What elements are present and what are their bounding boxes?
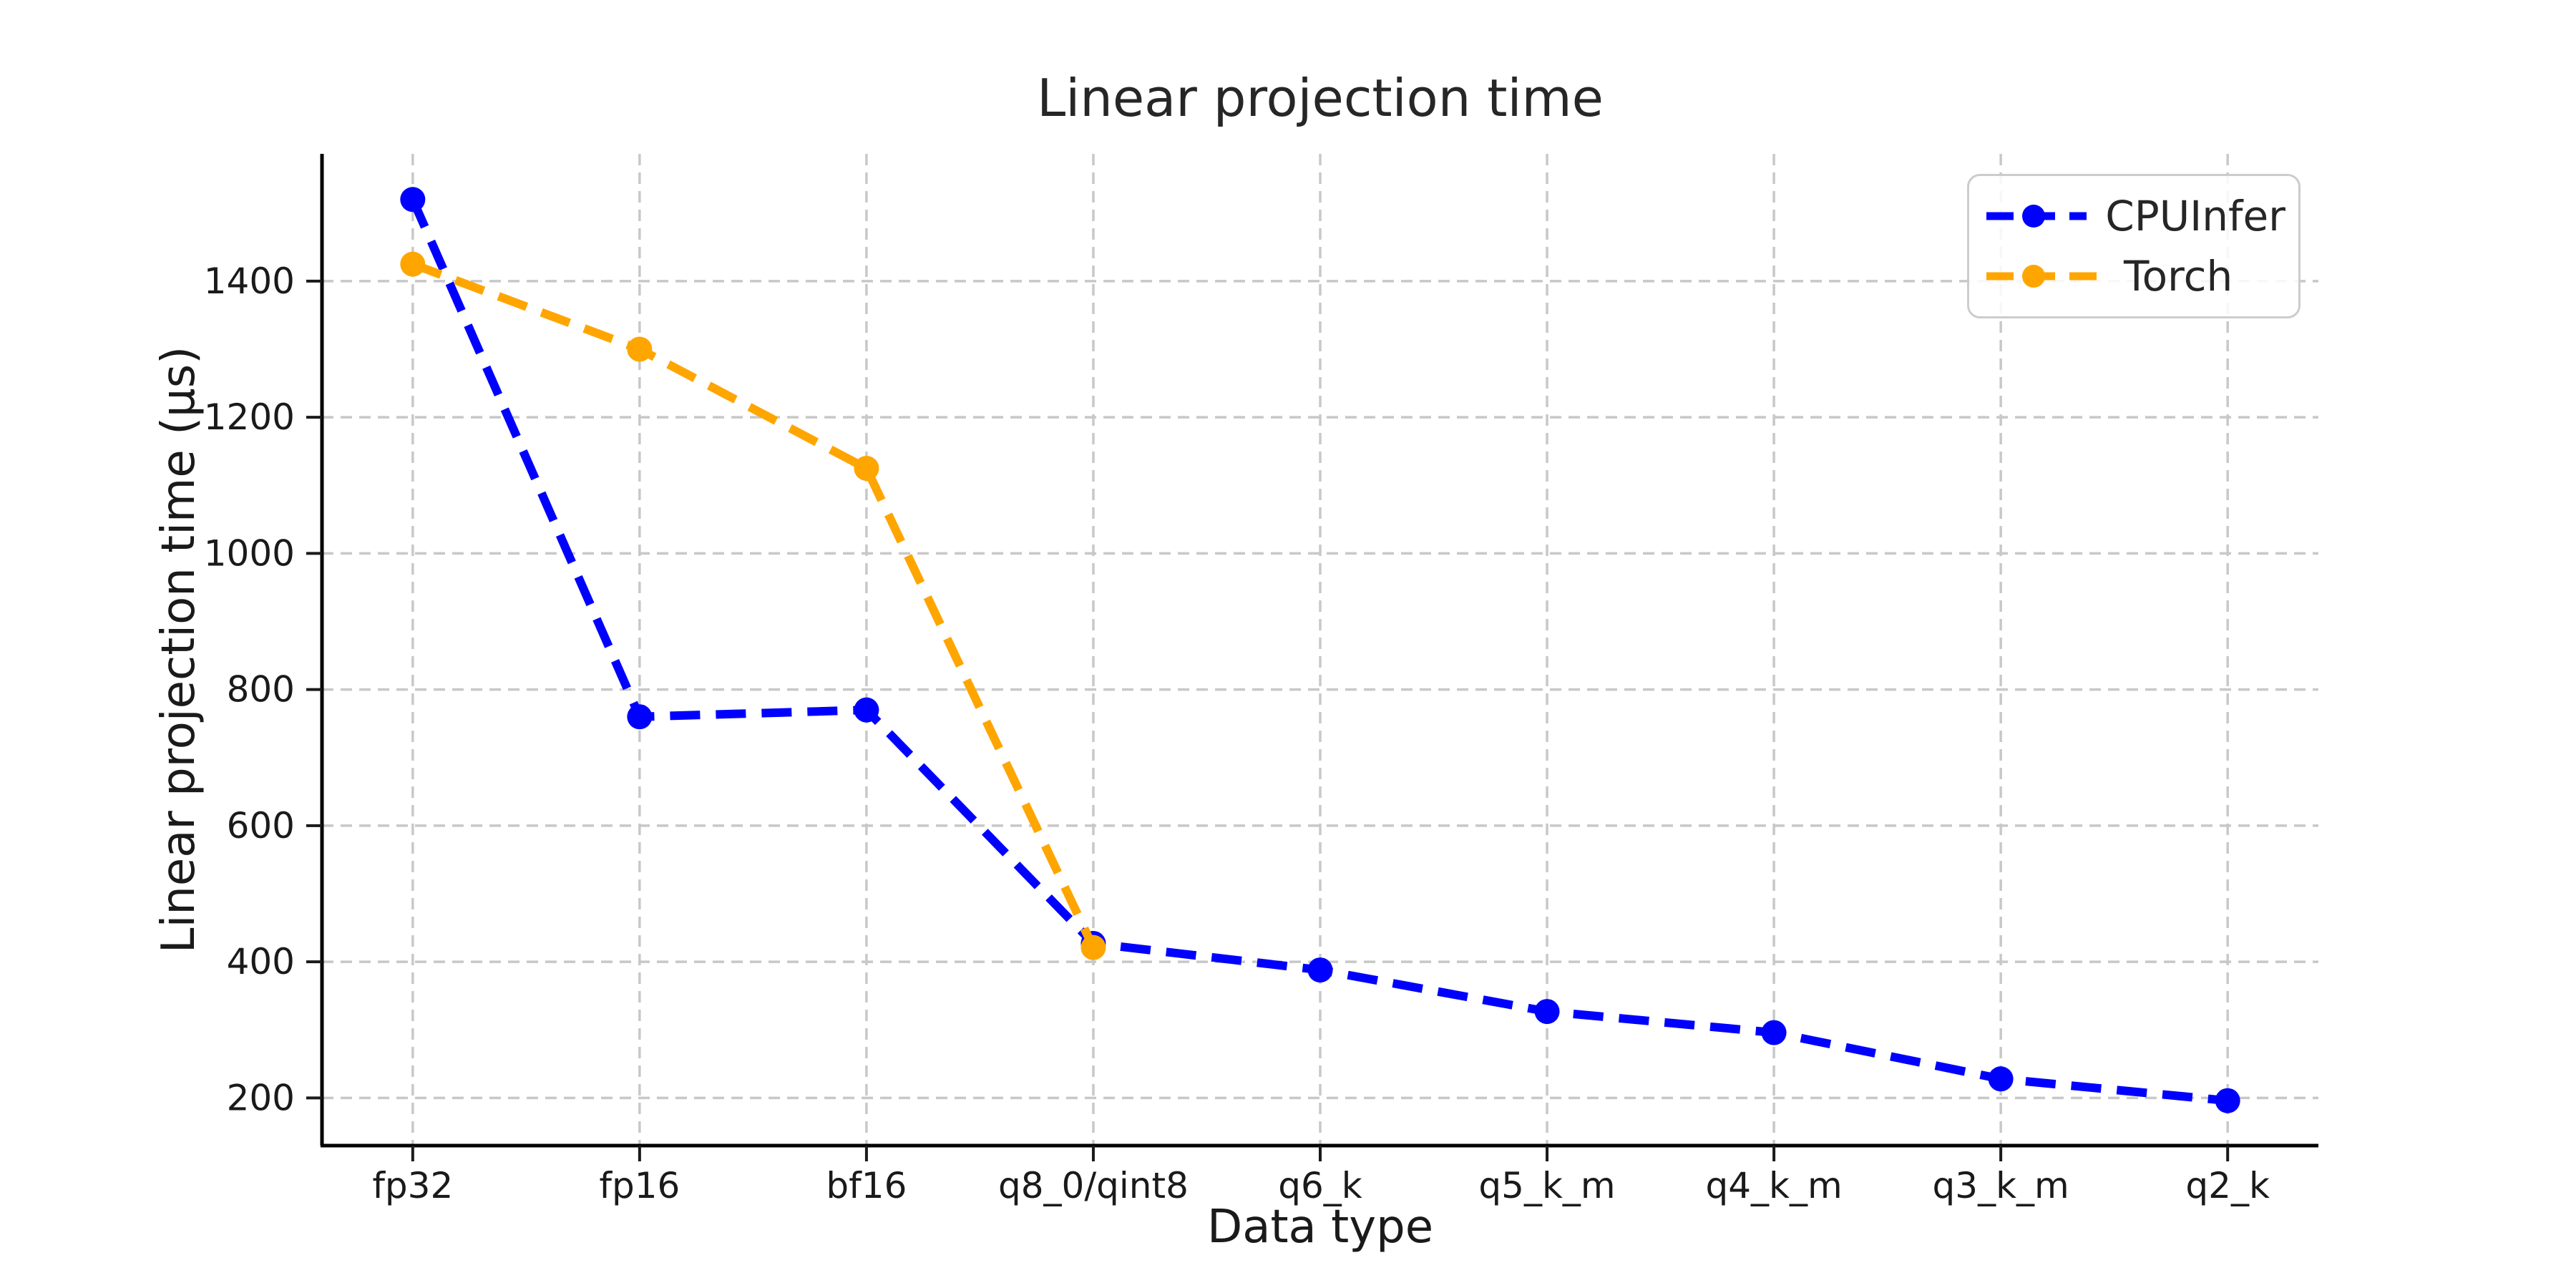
x-tick-q2_k: q2_k (2185, 1165, 2270, 1206)
x-tick-q4_k_m: q4_k_m (1705, 1165, 1842, 1206)
marker-torch-fp32 (400, 251, 426, 277)
x-axis-label: Data type (1206, 1201, 1434, 1254)
tick-marks (306, 279, 2230, 1161)
marker-cpuinfer-q5_k_m (1534, 999, 1560, 1025)
x-tick-q6_k: q6_k (1278, 1165, 1362, 1206)
x-tick-fp32: fp32 (372, 1165, 453, 1206)
y-axis-label: Linear projection time (µs) (152, 346, 205, 954)
legend-item-cpuinfer: CPUInfer (1982, 192, 2285, 240)
marker-torch-q8_0/qint8 (1080, 935, 1106, 960)
y-tick-200: 200 (227, 1077, 295, 1118)
y-tick-800: 800 (227, 669, 295, 711)
y-tick-1200: 1200 (204, 396, 295, 438)
y-tick-400: 400 (227, 941, 295, 982)
legend-item-torch: Torch (1982, 252, 2285, 301)
x-tick-fp16: fp16 (599, 1165, 680, 1206)
legend: CPUInfer Torch (1967, 174, 2301, 318)
marker-cpuinfer-q6_k (1307, 957, 1333, 983)
x-tick-q3_k_m: q3_k_m (1933, 1165, 2069, 1206)
y-tick-600: 600 (227, 805, 295, 847)
marker-cpuinfer-q3_k_m (1988, 1066, 2014, 1092)
marker-torch-fp16 (627, 336, 653, 362)
legend-label-cpuinfer: CPUInfer (2105, 192, 2285, 240)
x-tick-q8_0/qint8: q8_0/qint8 (998, 1165, 1189, 1206)
marker-cpuinfer-q4_k_m (1761, 1020, 1787, 1045)
marker-cpuinfer-q2_k (2215, 1088, 2240, 1113)
marker-cpuinfer-fp16 (627, 704, 653, 730)
series-torch (400, 251, 1106, 960)
y-tick-1400: 1400 (204, 260, 295, 302)
tick-labels: 200 400 600 800 1000 1200 1400 fp32 fp16 bf16 q8_0… (204, 260, 2270, 1206)
x-tick-bf16: bf16 (826, 1165, 907, 1206)
legend-sample-torch-icon (1986, 265, 2101, 288)
legend-label-torch: Torch (2124, 252, 2233, 301)
chart-title: Linear projection time (1037, 68, 1604, 128)
marker-cpuinfer-fp32 (400, 187, 426, 213)
legend-sample-cpuinfer-icon (1986, 205, 2087, 228)
y-tick-1000: 1000 (204, 532, 295, 574)
marker-cpuinfer-bf16 (854, 697, 879, 723)
marker-torch-bf16 (854, 455, 879, 481)
x-tick-q5_k_m: q5_k_m (1478, 1165, 1615, 1206)
